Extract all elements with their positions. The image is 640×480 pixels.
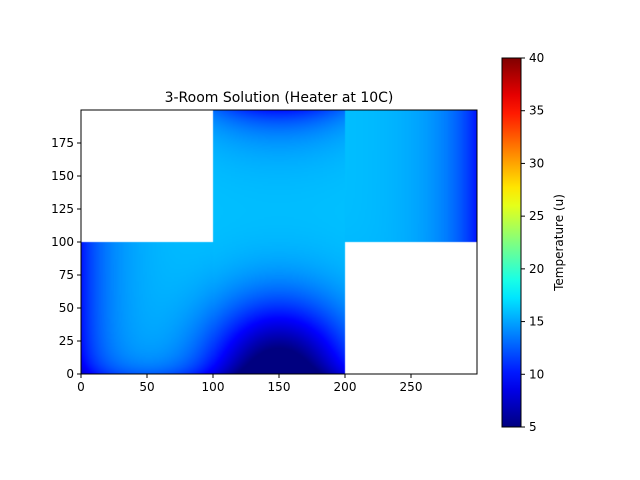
colorbar-tick-label: 25 [529, 209, 544, 223]
y-tick-label: 75 [59, 268, 74, 282]
colorbar-tick-label: 20 [529, 262, 544, 276]
colorbar-tick-label: 30 [529, 156, 544, 170]
x-axis: 0 50 100 150 200 250 [77, 374, 422, 394]
x-tick-label: 200 [334, 380, 357, 394]
y-tick-label: 50 [59, 301, 74, 315]
colorbar-tick-label: 40 [529, 51, 544, 65]
x-tick-label: 50 [139, 380, 154, 394]
y-tick-label: 150 [51, 169, 74, 183]
colorbar-gradient [502, 58, 521, 427]
colorbar-frame [501, 57, 522, 428]
y-tick-label: 175 [51, 136, 74, 150]
y-tick-label: 100 [51, 235, 74, 249]
colorbar-tick-label: 15 [529, 315, 544, 329]
x-tick-label: 250 [400, 380, 423, 394]
colorbar: 5 10 15 20 25 30 35 40 Temperature (u) [501, 51, 566, 434]
y-tick-label: 0 [66, 367, 74, 381]
heatmap-image [81, 110, 477, 374]
y-axis: 0 25 50 75 100 125 150 175 [51, 136, 81, 381]
colorbar-tick-label: 10 [529, 367, 544, 381]
chart-title: 3-Room Solution (Heater at 10C) [165, 90, 394, 106]
colorbar-label: Temperature (u) [552, 194, 566, 292]
colorbar-tick-label: 35 [529, 104, 544, 118]
y-tick-label: 25 [59, 334, 74, 348]
x-tick-label: 150 [268, 380, 291, 394]
y-tick-label: 125 [51, 202, 74, 216]
x-tick-label: 100 [202, 380, 225, 394]
plot-area [80, 109, 478, 375]
colorbar-tick-label: 5 [529, 420, 537, 434]
x-tick-label: 0 [77, 380, 85, 394]
